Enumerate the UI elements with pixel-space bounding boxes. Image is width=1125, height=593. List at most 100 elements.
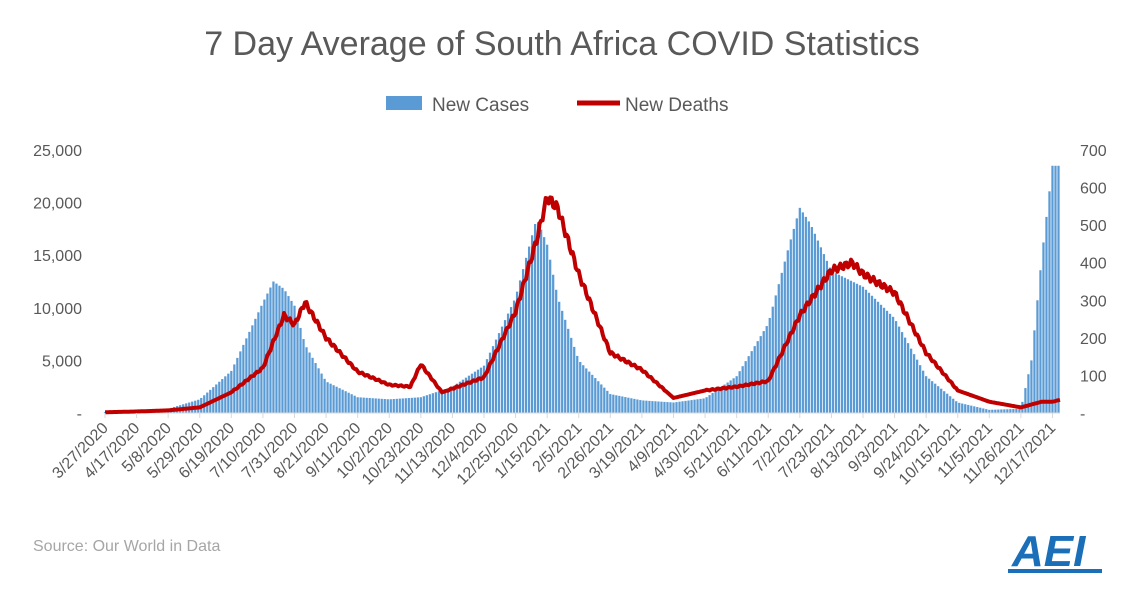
cases-bar — [925, 376, 928, 413]
cases-bar — [792, 228, 795, 413]
cases-bar — [867, 292, 871, 413]
cases-bar — [503, 320, 507, 413]
cases-bar — [374, 398, 377, 413]
cases-bar — [485, 359, 489, 413]
cases-bar — [651, 401, 654, 413]
cases-bar — [582, 365, 585, 413]
cases-bar — [329, 383, 332, 413]
cases-bar — [564, 319, 567, 413]
legend: New Cases New Deaths — [386, 95, 729, 116]
cases-bar — [1042, 242, 1045, 413]
cases-bar — [377, 398, 380, 413]
y-left-tick-label: 10,000 — [33, 301, 82, 318]
cases-bar — [771, 306, 774, 413]
cases-bar — [338, 388, 341, 413]
cases-bar — [311, 357, 314, 413]
cases-bar — [455, 383, 459, 413]
cases-bar — [509, 307, 513, 413]
cases-bar — [347, 392, 350, 413]
cases-bar — [1033, 330, 1036, 413]
cases-bar — [543, 237, 546, 413]
cases-bar — [600, 384, 603, 413]
aei-logo: AEI — [1008, 527, 1102, 576]
cases-bar — [780, 272, 783, 413]
cases-bar — [843, 277, 847, 413]
cases-bar — [425, 395, 428, 413]
cases-bar — [395, 398, 398, 413]
cases-bar — [290, 300, 293, 413]
cases-bar — [759, 336, 762, 413]
cases-bar — [299, 327, 302, 413]
cases-bar — [353, 395, 356, 413]
cases-bar — [537, 222, 540, 413]
cases-bar — [1051, 165, 1054, 413]
cases-bar — [561, 310, 564, 413]
cases-bar — [476, 369, 480, 413]
cases-bar — [365, 397, 368, 413]
cases-bar — [1018, 408, 1021, 413]
cases-bar — [994, 409, 997, 413]
cases-bar — [789, 239, 792, 413]
chart-title: 7 Day Average of South Africa COVID Stat… — [204, 25, 920, 63]
cases-bar — [919, 365, 922, 413]
cases-bar — [524, 257, 528, 413]
cases-bar — [344, 391, 347, 413]
cases-bar — [573, 346, 576, 413]
cases-bar — [660, 401, 663, 413]
cases-bar — [723, 384, 726, 413]
cases-bar — [461, 379, 465, 413]
cases-bar — [765, 326, 768, 413]
cases-bar — [741, 366, 744, 413]
cases-bar — [534, 224, 537, 413]
cases-bar — [657, 401, 660, 413]
cases-bar — [332, 385, 335, 413]
y-right-tick-label: 500 — [1080, 218, 1107, 235]
cases-bar — [786, 250, 789, 413]
y-axis-right: - 100 200 300 400 500 600 700 — [1080, 143, 1107, 423]
cases-bar — [636, 399, 639, 413]
cases-bar — [1027, 374, 1030, 413]
cases-bar — [976, 407, 979, 413]
y-right-tick-label: 700 — [1080, 143, 1107, 160]
y-left-tick-label: 25,000 — [33, 143, 82, 160]
cases-bar — [816, 240, 819, 413]
cases-bar — [350, 394, 353, 413]
cases-bar — [846, 279, 850, 413]
cases-bar — [952, 398, 955, 413]
cases-bar — [1015, 408, 1018, 413]
cases-bar — [413, 397, 416, 413]
cases-bar — [446, 388, 450, 413]
y-left-tick-label: 20,000 — [33, 196, 82, 213]
cases-bar — [416, 397, 419, 413]
cases-bar — [970, 405, 973, 413]
cases-bar — [696, 399, 699, 413]
cases-bar — [606, 390, 609, 413]
y-left-tick-label: - — [77, 406, 82, 423]
cases-bar — [1009, 409, 1012, 413]
cases-bar — [762, 331, 765, 413]
cases-bar — [705, 397, 708, 413]
cases-bar — [864, 289, 868, 413]
cases-bar — [308, 352, 311, 413]
cases-bar — [452, 385, 456, 413]
cases-bar — [894, 321, 898, 413]
cases-bar — [281, 287, 284, 413]
cases-bar — [419, 397, 422, 413]
cases-bar — [997, 409, 1000, 413]
cases-bar — [401, 398, 404, 413]
cases-bar — [257, 312, 260, 413]
cases-bar — [482, 365, 486, 413]
cases-bar — [443, 389, 447, 413]
cases-bar — [434, 392, 437, 413]
cases-bar — [738, 371, 741, 413]
cases-bar — [988, 409, 991, 413]
cases-bar — [720, 386, 723, 413]
cases-bar — [819, 247, 823, 413]
cases-bar — [870, 295, 874, 413]
cases-bar — [946, 393, 949, 413]
cases-bar — [251, 325, 254, 413]
cases-bar — [618, 395, 621, 413]
cases-bar — [1048, 191, 1051, 413]
cases-bar — [876, 301, 880, 413]
